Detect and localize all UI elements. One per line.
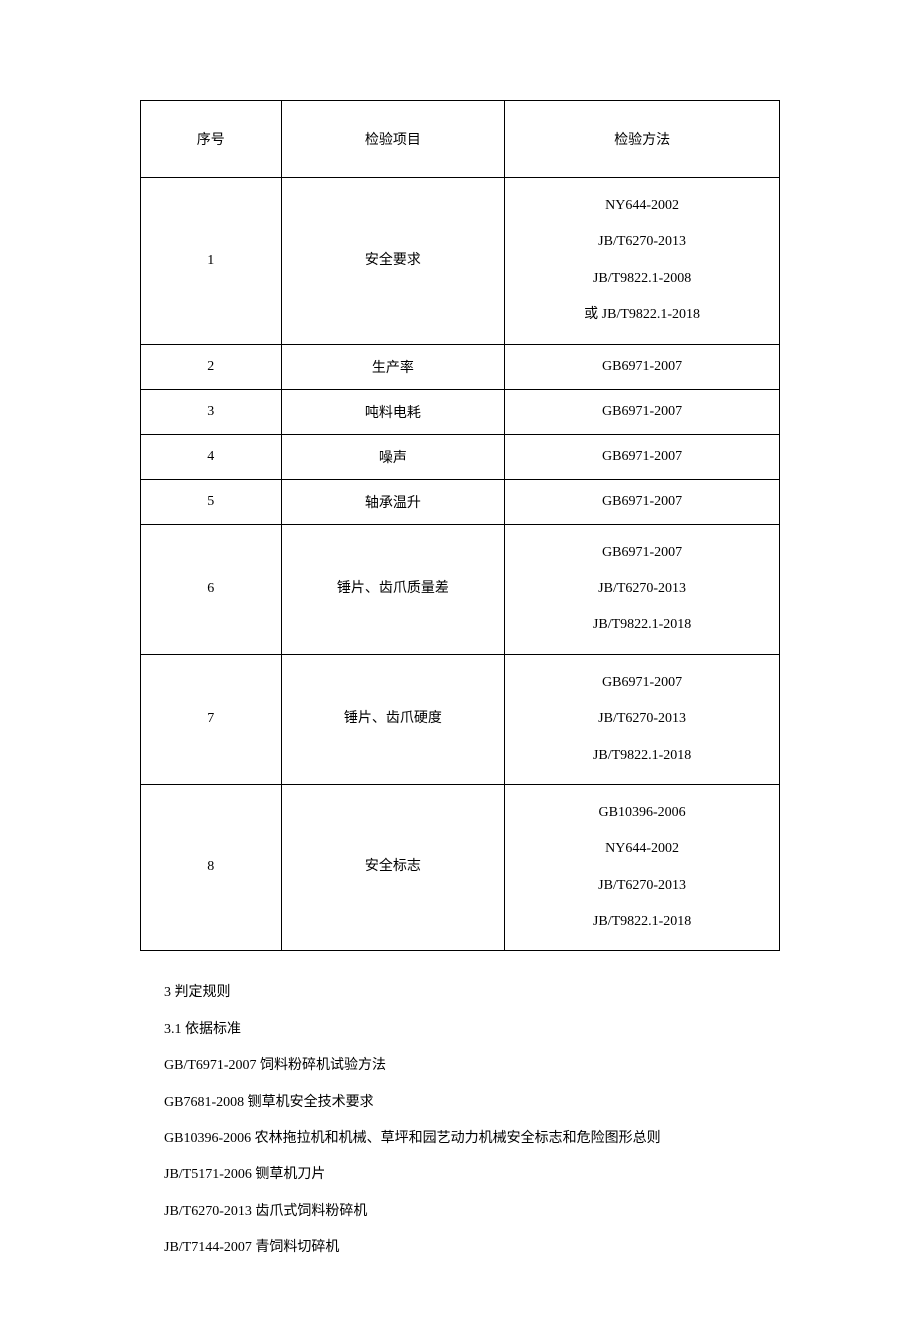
cell-seq: 2 (141, 344, 282, 389)
body-paragraph: 3.1 依据标准 (164, 1012, 780, 1048)
cell-item: 生产率 (281, 344, 505, 389)
cell-seq: 7 (141, 654, 282, 784)
cell-method: GB6971-2007 (505, 434, 780, 479)
table-row: 7锤片、齿爪硬度GB6971-2007JB/T6270-2013JB/T9822… (141, 654, 780, 784)
cell-seq: 4 (141, 434, 282, 479)
cell-method: GB6971-2007 (505, 479, 780, 524)
cell-item: 吨料电耗 (281, 389, 505, 434)
table-row: 5轴承温升GB6971-2007 (141, 479, 780, 524)
body-paragraph: JB/T6270-2013 齿爪式饲料粉碎机 (164, 1194, 780, 1230)
table-row: 1安全要求NY644-2002JB/T6270-2013JB/T9822.1-2… (141, 178, 780, 345)
cell-method: GB6971-2007JB/T6270-2013JB/T9822.1-2018 (505, 654, 780, 784)
cell-item: 安全标志 (281, 784, 505, 951)
col-header-seq: 序号 (141, 101, 282, 178)
body-paragraph: GB7681-2008 铡草机安全技术要求 (164, 1085, 780, 1121)
body-paragraph: JB/T5171-2006 铡草机刀片 (164, 1157, 780, 1193)
cell-method: NY644-2002JB/T6270-2013JB/T9822.1-2008或 … (505, 178, 780, 345)
col-header-method: 检验方法 (505, 101, 780, 178)
method-line: GB10396-2006 (509, 795, 775, 831)
body-paragraph: GB/T6971-2007 饲料粉碎机试验方法 (164, 1048, 780, 1084)
cell-seq: 5 (141, 479, 282, 524)
body-paragraph: GB10396-2006 农林拖拉机和机械、草坪和园艺动力机械安全标志和危险图形… (164, 1121, 780, 1157)
method-line: JB/T6270-2013 (509, 868, 775, 904)
cell-item: 安全要求 (281, 178, 505, 345)
cell-item: 锤片、齿爪质量差 (281, 524, 505, 654)
method-line: NY644-2002 (509, 188, 775, 224)
table-header-row: 序号 检验项目 检验方法 (141, 101, 780, 178)
table-row: 6锤片、齿爪质量差GB6971-2007JB/T6270-2013JB/T982… (141, 524, 780, 654)
cell-seq: 8 (141, 784, 282, 951)
body-paragraph: 3 判定规则 (164, 975, 780, 1011)
method-line: GB6971-2007 (509, 665, 775, 701)
cell-method: GB10396-2006NY644-2002JB/T6270-2013JB/T9… (505, 784, 780, 951)
cell-seq: 3 (141, 389, 282, 434)
cell-method: GB6971-2007 (505, 344, 780, 389)
method-line: JB/T6270-2013 (509, 701, 775, 737)
method-line: JB/T9822.1-2008 (509, 261, 775, 297)
body-text-block: 3 判定规则3.1 依据标准GB/T6971-2007 饲料粉碎机试验方法GB7… (140, 975, 780, 1266)
method-line: JB/T9822.1-2018 (509, 738, 775, 774)
inspection-table: 序号 检验项目 检验方法 1安全要求NY644-2002JB/T6270-201… (140, 100, 780, 951)
method-line: GB6971-2007 (509, 535, 775, 571)
cell-item: 锤片、齿爪硬度 (281, 654, 505, 784)
table-row: 3吨料电耗GB6971-2007 (141, 389, 780, 434)
cell-item: 轴承温升 (281, 479, 505, 524)
col-header-item: 检验项目 (281, 101, 505, 178)
method-line: JB/T9822.1-2018 (509, 904, 775, 940)
cell-method: GB6971-2007 (505, 389, 780, 434)
method-line: JB/T9822.1-2018 (509, 607, 775, 643)
cell-seq: 6 (141, 524, 282, 654)
method-line: JB/T6270-2013 (509, 571, 775, 607)
method-line: NY644-2002 (509, 831, 775, 867)
cell-item: 噪声 (281, 434, 505, 479)
cell-seq: 1 (141, 178, 282, 345)
table-body: 1安全要求NY644-2002JB/T6270-2013JB/T9822.1-2… (141, 178, 780, 951)
cell-method: GB6971-2007JB/T6270-2013JB/T9822.1-2018 (505, 524, 780, 654)
table-row: 2生产率GB6971-2007 (141, 344, 780, 389)
table-row: 4噪声GB6971-2007 (141, 434, 780, 479)
document-page: 序号 检验项目 检验方法 1安全要求NY644-2002JB/T6270-201… (0, 0, 920, 1327)
method-line: 或 JB/T9822.1-2018 (509, 297, 775, 333)
table-row: 8安全标志GB10396-2006NY644-2002JB/T6270-2013… (141, 784, 780, 951)
body-paragraph: JB/T7144-2007 青饲料切碎机 (164, 1230, 780, 1266)
method-line: JB/T6270-2013 (509, 224, 775, 260)
